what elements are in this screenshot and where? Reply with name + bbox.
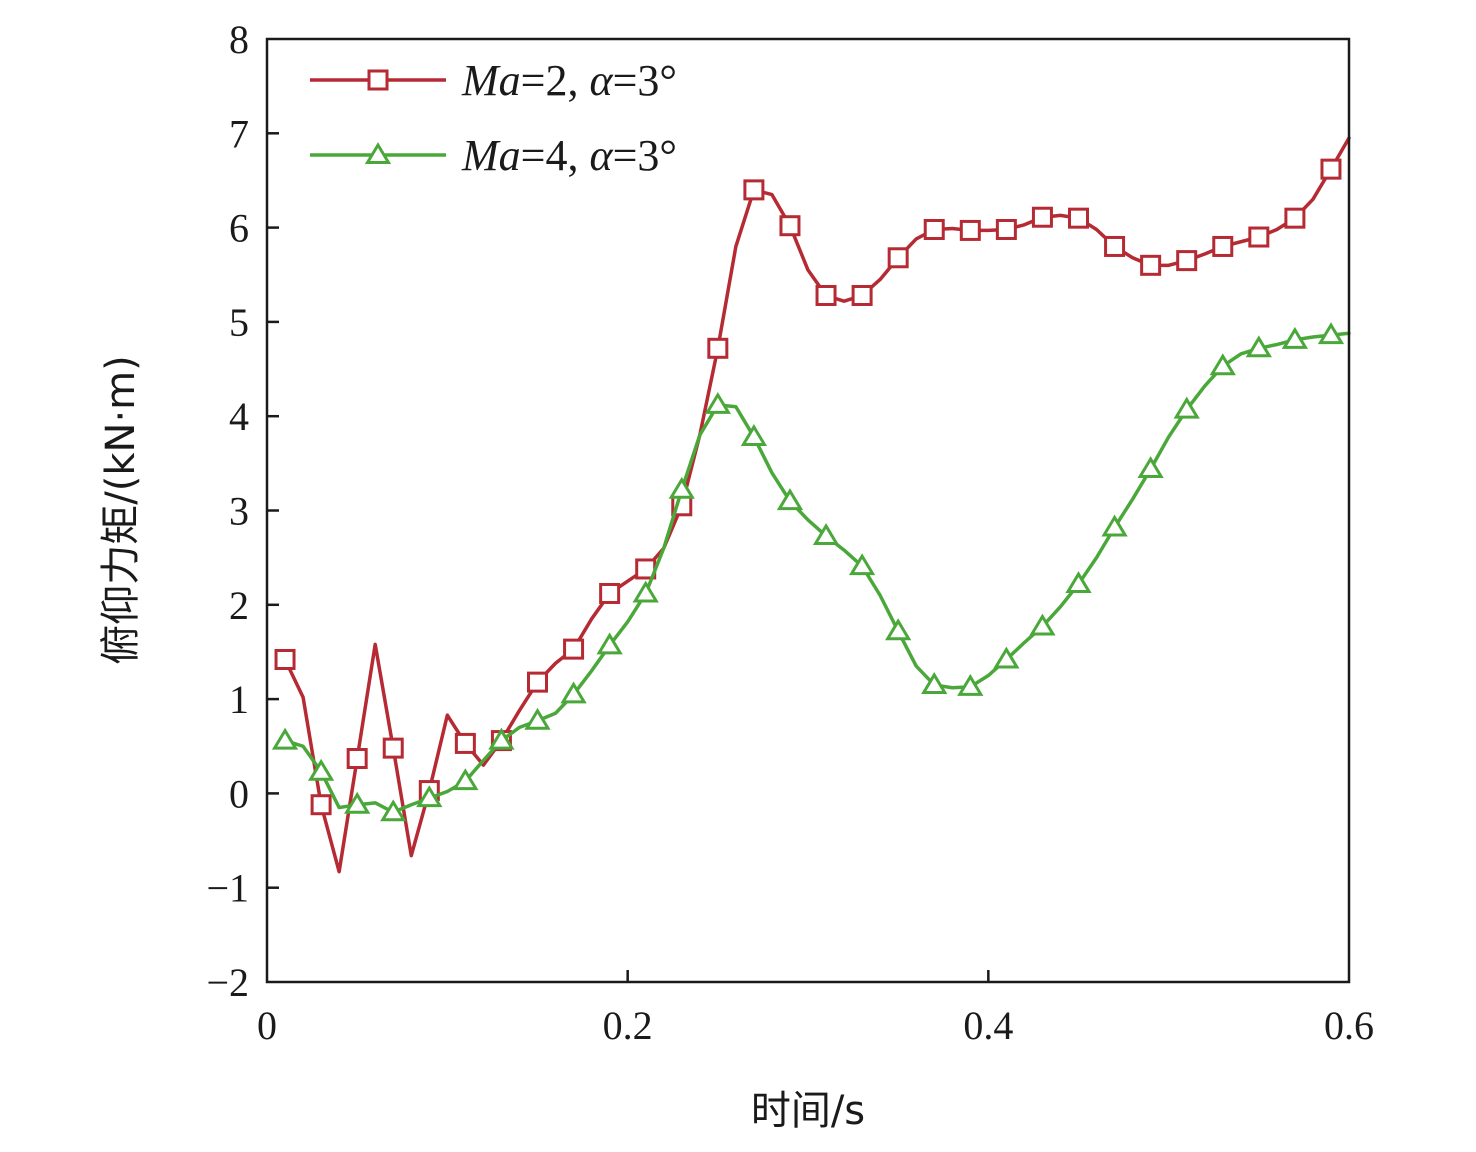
data-point	[271, 727, 299, 750]
data-point	[596, 632, 623, 655]
legend-label-part: =4,	[521, 131, 590, 180]
data-point	[812, 523, 840, 545]
data-point	[851, 284, 873, 306]
data-point	[452, 768, 479, 791]
legend-label-part: =3°	[613, 131, 677, 180]
data-point	[1320, 158, 1342, 180]
series-2	[271, 322, 1351, 822]
x-tick-label: 0.4	[963, 1003, 1013, 1048]
data-point	[1101, 514, 1128, 537]
data-point	[1140, 254, 1162, 276]
x-tick-label: 0	[257, 1003, 277, 1048]
data-point	[563, 638, 585, 660]
legend-label-part: Ma	[461, 131, 521, 180]
legend-label-part: α	[589, 56, 613, 105]
data-point	[1065, 571, 1092, 594]
data-point	[344, 791, 371, 814]
legend-marker	[364, 142, 392, 164]
y-axis-title: 俯仰力矩/(kN·m)	[98, 355, 144, 664]
y-tick-label: 5	[229, 300, 249, 345]
data-point	[1212, 235, 1234, 257]
data-point	[310, 794, 332, 816]
x-axis-title: 时间/s	[751, 1088, 865, 1134]
data-point	[527, 671, 548, 693]
data-point	[454, 732, 476, 754]
legend-label-part: Ma	[461, 56, 521, 105]
data-point	[599, 582, 621, 604]
data-point	[1176, 250, 1198, 272]
y-tick-label: 2	[229, 583, 249, 628]
legend-item: Ma=2, α=3°	[310, 56, 677, 105]
x-tick-label: 0.6	[1324, 1003, 1374, 1048]
data-point	[779, 215, 801, 237]
data-point	[707, 337, 729, 359]
data-point	[959, 219, 981, 241]
data-point	[848, 553, 876, 576]
data-point	[1209, 353, 1236, 376]
data-point	[887, 247, 909, 269]
y-tick-label: 3	[229, 489, 249, 534]
data-point	[1317, 322, 1345, 345]
y-tick-label: 1	[229, 677, 249, 722]
data-point	[815, 284, 837, 306]
y-tick-label: 6	[229, 206, 249, 251]
data-point	[274, 648, 296, 670]
data-point	[993, 646, 1020, 669]
data-point	[1173, 396, 1200, 419]
data-point	[668, 476, 695, 499]
y-tick-label: 0	[229, 771, 249, 816]
data-point	[995, 218, 1017, 240]
y-tick-label: 8	[229, 17, 249, 62]
data-point	[488, 727, 515, 750]
data-point	[346, 748, 368, 770]
data-point	[957, 673, 984, 696]
data-point	[885, 618, 912, 641]
data-point	[743, 179, 765, 201]
x-tick-label: 0.2	[603, 1003, 653, 1048]
data-point	[632, 580, 659, 603]
data-point	[1137, 456, 1164, 479]
data-point	[524, 707, 551, 730]
series-layer	[271, 136, 1351, 874]
data-point	[382, 737, 404, 759]
data-point	[1248, 226, 1270, 248]
y-tick-label: −2	[206, 960, 249, 1005]
data-point	[380, 799, 407, 822]
data-point	[1284, 207, 1306, 229]
data-point	[923, 218, 945, 240]
legend-label: Ma=2, α=3°	[461, 56, 677, 105]
data-point	[921, 672, 948, 694]
data-point	[1029, 613, 1056, 636]
legend-label-part: =2,	[521, 56, 590, 105]
data-point	[1104, 235, 1126, 257]
data-point	[1281, 326, 1309, 349]
data-point	[740, 424, 768, 446]
legend-marker	[367, 69, 389, 91]
legend-label-part: =3°	[613, 56, 677, 105]
legend: Ma=2, α=3°Ma=4, α=3°	[310, 56, 677, 180]
data-point	[1031, 206, 1053, 228]
y-tick-label: −1	[206, 866, 249, 911]
data-point	[307, 758, 335, 781]
data-point	[1068, 207, 1089, 229]
y-tick-label: 7	[229, 111, 249, 156]
data-point	[560, 681, 587, 704]
legend-label-part: α	[589, 131, 613, 180]
legend-item: Ma=4, α=3°	[310, 131, 677, 180]
legend-label: Ma=4, α=3°	[461, 131, 677, 180]
data-point	[776, 488, 804, 511]
data-point	[416, 785, 443, 808]
data-point	[1245, 335, 1272, 358]
data-point	[704, 391, 731, 414]
y-tick-label: 4	[229, 394, 249, 439]
ticks-layer: 0 0.2 0.4 0.6 −2 −1 0 1 2 3 4 5 6 7 8	[206, 17, 1374, 1048]
